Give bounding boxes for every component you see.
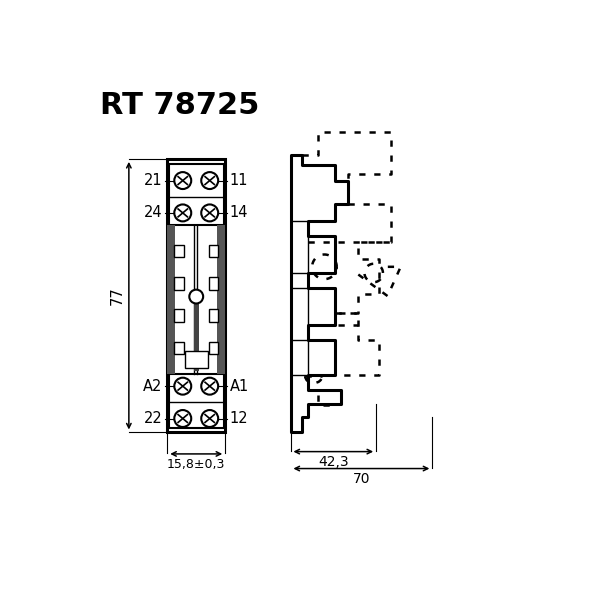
Circle shape: [201, 205, 218, 221]
Circle shape: [201, 172, 218, 189]
Circle shape: [201, 377, 218, 395]
Text: 77: 77: [110, 286, 125, 305]
Bar: [174, 310, 184, 322]
Circle shape: [174, 172, 191, 189]
Text: A1: A1: [230, 379, 249, 394]
Bar: [167, 159, 225, 433]
Text: 15,8±0,3: 15,8±0,3: [167, 458, 226, 471]
Text: 42,3: 42,3: [318, 455, 349, 469]
Bar: [209, 277, 218, 290]
Text: 14: 14: [230, 205, 248, 220]
Text: RT 78725: RT 78725: [100, 91, 259, 120]
Text: 21: 21: [144, 173, 163, 188]
Circle shape: [174, 205, 191, 221]
Text: 11: 11: [230, 173, 248, 188]
Circle shape: [174, 410, 191, 427]
Circle shape: [201, 410, 218, 427]
Text: 22: 22: [144, 411, 163, 426]
Circle shape: [174, 377, 191, 395]
Bar: [174, 341, 184, 354]
Bar: [209, 341, 218, 354]
Bar: [174, 245, 184, 257]
Bar: [209, 245, 218, 257]
Text: A2: A2: [143, 379, 163, 394]
Bar: [169, 374, 224, 428]
Bar: [185, 351, 208, 368]
Text: 70: 70: [353, 472, 370, 487]
Circle shape: [190, 290, 203, 304]
Bar: [217, 225, 225, 374]
Bar: [209, 310, 218, 322]
Text: 24: 24: [144, 205, 163, 220]
Text: 12: 12: [230, 411, 248, 426]
Bar: [194, 303, 199, 371]
Bar: [167, 225, 175, 374]
Bar: [169, 164, 224, 225]
Bar: [174, 277, 184, 290]
